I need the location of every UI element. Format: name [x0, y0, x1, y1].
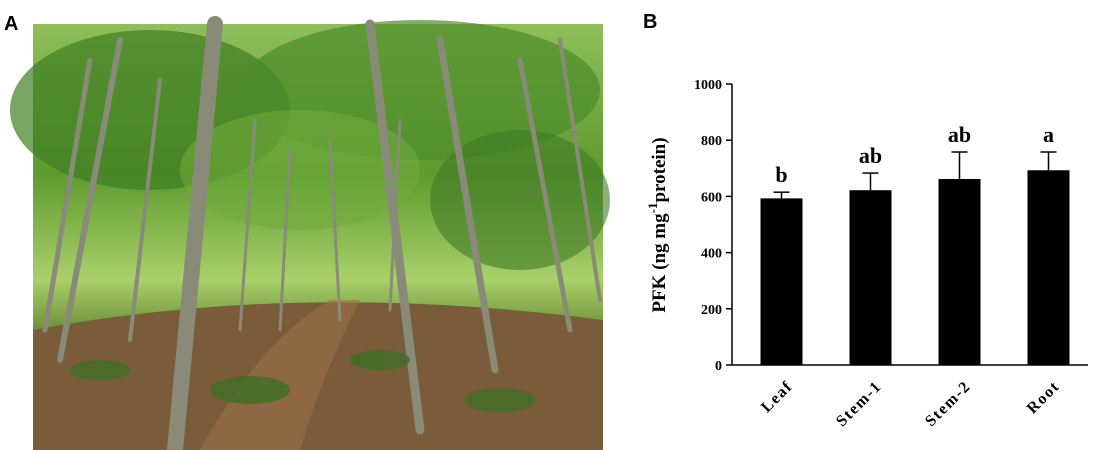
y-axis-label: PFK (ng mg-1protein) — [645, 137, 670, 312]
y-tick-label: 800 — [701, 134, 722, 149]
x-tick-label: Stem-1 — [833, 378, 885, 430]
significance-letter: ab — [948, 122, 971, 147]
bar — [849, 190, 892, 365]
y-label-text: protein) — [649, 137, 670, 202]
y-tick-label: 0 — [715, 359, 722, 374]
bar-chart: 0 200 400 600 800 1000 Leaf b Stem-1 ab Stem-2 ab Ro… — [694, 78, 1088, 430]
panel-label: A — [4, 13, 18, 35]
y-tick-label: 600 — [701, 190, 722, 205]
y-label-text: PFK (ng mg — [649, 213, 670, 313]
significance-letter: b — [775, 162, 787, 187]
y-tick-label: 400 — [701, 247, 722, 262]
significance-letter: ab — [859, 143, 882, 168]
y-label-superscript: -1 — [645, 203, 660, 214]
bar — [760, 198, 803, 365]
x-tick-label: Stem-2 — [922, 378, 974, 430]
x-tick-label: Root — [1024, 378, 1064, 418]
significance-letter: a — [1043, 122, 1054, 147]
y-tick-label: 200 — [701, 303, 722, 318]
bar — [938, 178, 981, 365]
x-tick-label: Leaf — [758, 378, 796, 416]
bar — [1027, 170, 1070, 365]
panel-label: B — [643, 11, 657, 33]
forest-photo — [10, 16, 610, 450]
y-tick-label: 1000 — [694, 78, 722, 93]
